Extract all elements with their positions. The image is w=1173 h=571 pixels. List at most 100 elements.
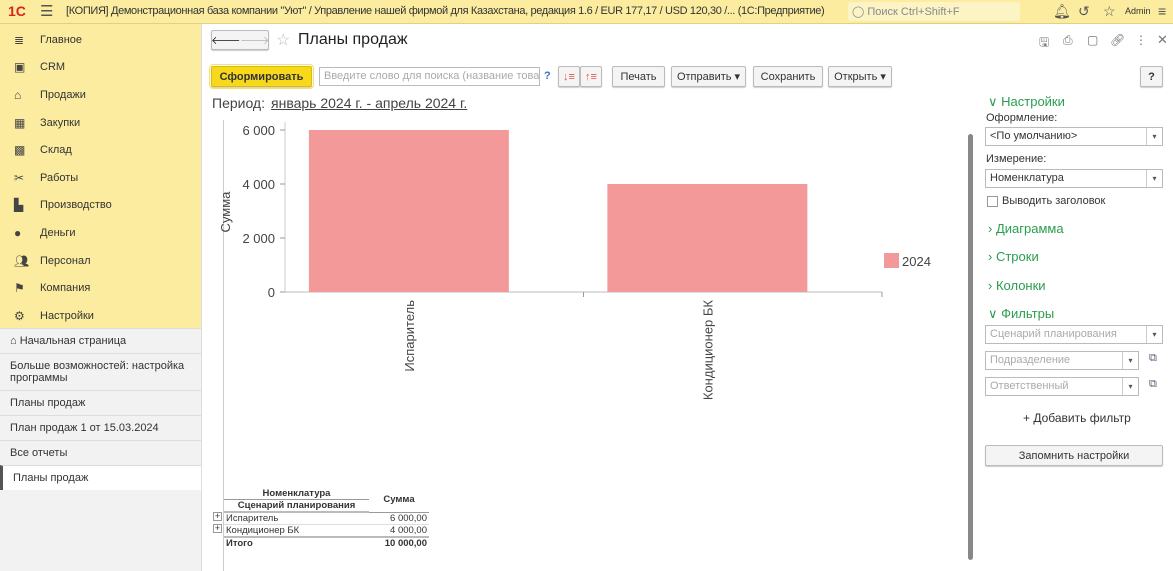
hamburger-menu-icon[interactable]: ☰ <box>40 3 54 20</box>
department-filter[interactable]: Подразделение ▾ <box>985 351 1139 370</box>
sidebar-link-label: Больше возможностей: настройка программы <box>10 360 185 384</box>
people-icon: 👥︎ <box>14 253 30 268</box>
sidebar-item-4[interactable]: ▩ Склад <box>0 136 201 164</box>
scenario-filter[interactable]: Сценарий планирования ▾ <box>985 325 1163 344</box>
dropdown-icon[interactable]: ▾ <box>1146 128 1162 145</box>
show-header-checkbox[interactable] <box>987 196 998 207</box>
history-icon[interactable]: ↺ <box>1078 3 1090 19</box>
more-icon[interactable]: ⋮ <box>1135 33 1147 47</box>
print-icon[interactable]: ⎙ <box>1063 33 1073 47</box>
table-row[interactable]: Испаритель 6 000,00 <box>224 512 429 525</box>
legend-label: 2024 <box>902 254 931 269</box>
dimension-select[interactable]: Номенклатура ▾ <box>985 169 1163 188</box>
save-icon[interactable]: 🖫 <box>1039 35 1050 49</box>
sidebar-link[interactable]: Планы продаж <box>0 390 201 415</box>
forward-icon[interactable]: 🡒 <box>240 35 270 47</box>
columns-section[interactable]: › Колонки <box>988 278 1046 293</box>
sidebar-item-3[interactable]: ▦ Закупки <box>0 109 201 137</box>
sidebar-link-label: Планы продаж <box>13 472 89 484</box>
dropdown-icon[interactable]: ▾ <box>1122 352 1138 369</box>
search-help-icon[interactable]: ? <box>544 70 551 82</box>
department-placeholder: Подразделение <box>990 354 1071 366</box>
sidebar-item-0[interactable]: ≣ Главное <box>0 26 201 54</box>
sort-desc-icon[interactable]: ↑≡ <box>580 66 602 87</box>
dimension-value: Номенклатура <box>990 172 1064 184</box>
filters-section[interactable]: ∨ Фильтры <box>988 306 1055 321</box>
filter-options-icon[interactable]: ⧉ <box>1149 352 1157 364</box>
warehouse-icon: ▩ <box>14 143 26 158</box>
print-button[interactable]: Печать <box>612 66 665 87</box>
remember-settings-button[interactable]: Запомнить настройки <box>985 445 1163 466</box>
generate-button[interactable]: Сформировать <box>209 64 314 89</box>
col-header-nomenclature: Номенклатура <box>224 487 369 500</box>
sidebar-item-1[interactable]: ▣ CRM <box>0 54 201 82</box>
legend-swatch <box>884 253 899 268</box>
y-tick-label: 2 000 <box>242 231 275 246</box>
sidebar-link[interactable]: Все отчеты <box>0 440 201 465</box>
settings-panel: ∨ Настройки Оформление: <По умолчанию> ▾ … <box>980 90 1173 570</box>
x-tick-label: Кондиционер БК <box>700 300 715 401</box>
design-select[interactable]: <По умолчанию> ▾ <box>985 127 1163 146</box>
sidebar-link[interactable]: План продаж 1 от 15.03.2024 <box>0 415 201 440</box>
bell-icon[interactable]: 🔔︎ <box>1053 3 1071 19</box>
add-filter-link[interactable]: + Добавить фильтр <box>1023 411 1131 425</box>
back-icon[interactable]: 🡐 <box>211 35 241 47</box>
bar[interactable] <box>607 184 808 292</box>
send-label: Отправить <box>676 70 732 83</box>
open-button[interactable]: Открыть ▾ <box>828 66 892 87</box>
sidebar-item-7[interactable]: ● Деньги <box>0 219 201 247</box>
col-header-scenario: Сценарий планирования <box>224 499 369 513</box>
sidebar-item-label: Продажи <box>40 88 86 101</box>
scrollbar[interactable] <box>968 134 973 560</box>
sidebar-item-2[interactable]: ⌂ Продажи <box>0 81 201 109</box>
favorite-star-icon[interactable]: ☆ <box>276 32 291 49</box>
dropdown-icon[interactable]: ▾ <box>1122 378 1138 395</box>
sidebar-link[interactable]: ⌂ Начальная страница <box>0 328 201 353</box>
rows-title: Строки <box>995 249 1039 264</box>
settings-section[interactable]: ∨ Настройки <box>988 94 1065 109</box>
search-placeholder: Введите слово для поиска (название това.… <box>324 70 540 82</box>
sidebar-link[interactable]: Планы продаж <box>0 465 201 490</box>
sidebar-item-label: Компания <box>40 282 91 295</box>
settings-title: Настройки <box>1001 94 1065 109</box>
global-search-input[interactable]: ◯ Поиск Ctrl+Shift+F <box>848 2 1020 21</box>
filter-options-icon[interactable]: ⧉ <box>1149 378 1157 390</box>
dropdown-icon[interactable]: ▾ <box>1146 170 1162 187</box>
tools-icon: ✂ <box>14 170 25 185</box>
gear-icon: ⚙ <box>14 308 25 323</box>
preview-icon[interactable]: ▢ <box>1087 33 1099 47</box>
report-search-input[interactable]: Введите слово для поиска (название това.… <box>319 67 540 86</box>
main-area: 🡐 🡒 ☆ Планы продаж 🖫 ⎙ ▢ 🔗︎ ⋮ ✕ Сформиров… <box>203 24 1168 571</box>
settings-menu-icon[interactable]: ≡ <box>1158 3 1167 19</box>
period-link[interactable]: январь 2024 г. - апрель 2024 г. <box>271 95 468 111</box>
sidebar-item-8[interactable]: 👥︎ Персонал <box>0 247 201 275</box>
design-label: Оформление: <box>986 112 1058 124</box>
columns-title: Колонки <box>995 278 1046 293</box>
user-name[interactable]: Admin <box>1125 6 1151 16</box>
sidebar-link[interactable]: Больше возможностей: настройка программы <box>0 353 201 390</box>
sidebar-link-label: Планы продаж <box>10 397 86 409</box>
expand-icon[interactable]: + <box>213 523 222 533</box>
sidebar-item-label: Закупки <box>40 116 81 129</box>
scenario-placeholder: Сценарий планирования <box>990 328 1117 340</box>
expand-icon[interactable]: + <box>213 511 222 521</box>
diagram-section[interactable]: › Диаграмма <box>988 221 1064 236</box>
close-icon[interactable]: ✕ <box>1157 32 1168 47</box>
send-button[interactable]: Отправить ▾ <box>671 66 746 87</box>
save-button[interactable]: Сохранить <box>753 66 823 87</box>
bar[interactable] <box>308 130 509 292</box>
sidebar-item-label: Настройки <box>40 309 94 322</box>
sort-asc-icon[interactable]: ↓≡ <box>558 66 580 87</box>
link-icon[interactable]: 🔗︎ <box>1110 33 1126 47</box>
sidebar-item-9[interactable]: ⚑ Компания <box>0 274 201 302</box>
sidebar-item-5[interactable]: ✂ Работы <box>0 164 201 192</box>
sidebar-item-6[interactable]: ▙ Производство <box>0 192 201 220</box>
open-label: Открыть <box>834 70 878 83</box>
responsible-filter[interactable]: Ответственный ▾ <box>985 377 1139 396</box>
dropdown-icon[interactable]: ▾ <box>1146 326 1162 343</box>
table-row[interactable]: Кондиционер БК 4 000,00 <box>224 525 429 537</box>
rows-section[interactable]: › Строки <box>988 249 1039 264</box>
star-icon[interactable]: ☆ <box>1103 3 1116 19</box>
help-button[interactable]: ? <box>1140 66 1163 87</box>
sidebar-item-10[interactable]: ⚙ Настройки <box>0 302 201 330</box>
